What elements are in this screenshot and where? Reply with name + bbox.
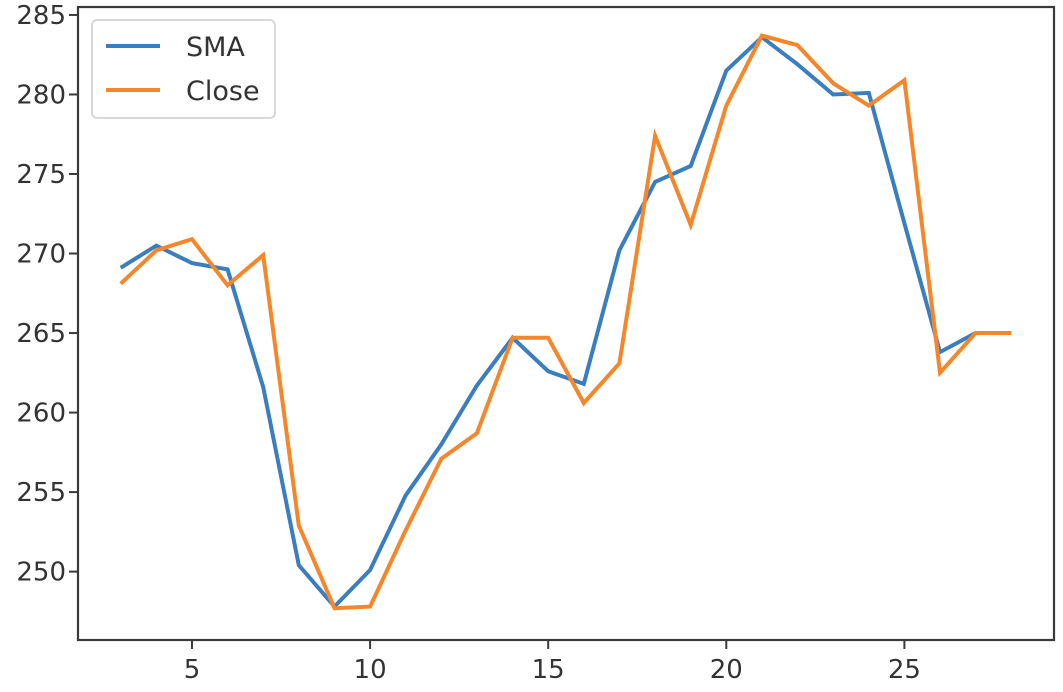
y-tick-label: 275 <box>16 160 66 190</box>
series-line-sma <box>119 34 977 610</box>
x-tick-label: 25 <box>888 655 921 685</box>
x-tick-label: 5 <box>184 655 201 685</box>
y-tick-label: 250 <box>16 558 66 588</box>
y-tick-label: 260 <box>16 399 66 429</box>
legend: SMA Close <box>91 19 276 119</box>
series-line-close <box>119 33 1012 611</box>
series-layer <box>119 33 1012 611</box>
y-tick-label: 270 <box>16 240 66 270</box>
x-tick-label: 20 <box>710 655 743 685</box>
y-axis-ticks: 250 255 260 265 270 275 280 285 <box>16 1 78 588</box>
legend-label-sma: SMA <box>186 32 245 63</box>
x-tick-label: 15 <box>532 655 565 685</box>
y-tick-label: 280 <box>16 80 66 110</box>
x-tick-label: 10 <box>354 655 387 685</box>
y-tick-label: 285 <box>16 1 66 31</box>
legend-label-close: Close <box>186 76 260 107</box>
y-tick-label: 255 <box>16 478 66 508</box>
x-axis-ticks: 5 10 15 20 25 <box>184 640 921 685</box>
y-tick-label: 265 <box>16 319 66 349</box>
